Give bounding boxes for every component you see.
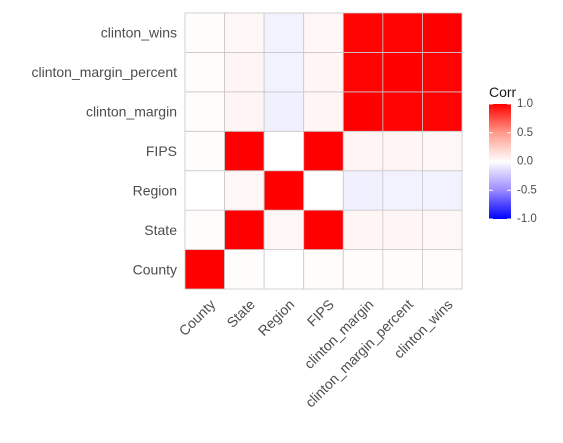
tile-state-vs-clinton-wins [224,12,265,53]
tile-region-vs-county [263,249,305,290]
tile-region-vs-state [263,209,305,250]
tile-county-vs-clinton-wins [184,12,225,53]
tile-state-vs-clinton-margin [224,91,265,132]
tile-fips-vs-state [303,209,344,250]
legend-title: Corr [489,84,517,100]
tile-county-vs-county [184,249,225,290]
color-legend: Corr 1.0 0.5 0.0 -0.5 -1.0 [489,84,537,225]
tile-clinton-wins-vs-clinton-wins [422,12,463,53]
tile-fips-vs-clinton-wins [303,12,344,53]
tile-state-vs-region [224,170,265,211]
legend-label: -0.5 [517,184,537,196]
tile-clinton-margin-percent-vs-fips [382,130,423,172]
tile-clinton-margin-percent-vs-clinton-margin [382,91,423,132]
heatmap-tiles [184,12,463,290]
y-tick-label: clinton_wins [101,25,177,41]
tile-clinton-margin-percent-vs-clinton-wins [382,12,423,53]
tile-clinton-margin-vs-region [342,170,384,211]
tile-state-vs-fips [224,130,265,172]
y-tick-label: FIPS [146,143,177,159]
tile-region-vs-clinton-margin-percent [263,52,305,93]
x-tick-label: Region [255,296,298,339]
tile-clinton-margin-vs-clinton-margin-percent [342,52,384,93]
tile-county-vs-clinton-margin-percent [184,52,225,93]
tile-clinton-wins-vs-county [422,249,463,290]
tile-region-vs-clinton-margin [263,91,305,132]
tile-county-vs-state [184,209,225,250]
tile-clinton-margin-vs-county [342,249,384,290]
y-tick-label: County [133,261,177,277]
legend-label: 0.0 [517,156,533,168]
y-tick-label: Region [133,182,177,198]
legend-label: -1.0 [517,213,537,225]
tile-clinton-margin-percent-vs-clinton-margin-percent [382,52,423,93]
tile-clinton-margin-vs-clinton-wins [342,12,384,53]
legend-label: 0.5 [517,127,533,139]
tile-clinton-wins-vs-clinton-margin-percent [422,52,463,93]
tile-clinton-margin-vs-state [342,209,384,250]
legend-colorbar [489,104,511,219]
tile-clinton-margin-vs-fips [342,130,384,172]
tile-region-vs-region [263,170,305,211]
y-tick-label: State [144,222,177,238]
tile-clinton-margin-percent-vs-state [382,209,423,250]
legend-label: 1.0 [517,98,533,110]
tile-region-vs-clinton-wins [263,12,305,53]
tile-clinton-wins-vs-region [422,170,463,211]
x-tick-label: FIPS [304,296,337,329]
x-tick-label: clinton_margin [301,296,377,372]
tile-clinton-wins-vs-fips [422,130,463,172]
tile-region-vs-fips [263,130,305,172]
tile-fips-vs-clinton-margin [303,91,344,132]
tile-state-vs-clinton-margin-percent [224,52,265,93]
tile-fips-vs-clinton-margin-percent [303,52,344,93]
tile-state-vs-state [224,209,265,250]
tile-county-vs-region [184,170,225,211]
x-tick-label: County [176,296,219,339]
tile-fips-vs-county [303,249,344,290]
tile-clinton-margin-percent-vs-county [382,249,423,290]
y-tick-label: clinton_margin [86,104,177,120]
y-tick-label: clinton_margin_percent [31,64,177,80]
tile-clinton-margin-percent-vs-region [382,170,423,211]
tile-county-vs-clinton-margin [184,91,225,132]
y-axis-tick-labels: County State Region FIPS clinton_margin clint… [31,25,177,278]
tile-clinton-margin-vs-clinton-margin [342,91,384,132]
tile-fips-vs-region [303,170,344,211]
tile-fips-vs-fips [303,130,344,172]
tile-county-vs-fips [184,130,225,172]
x-tick-label: State [223,296,258,331]
tile-state-vs-county [224,249,265,290]
tile-clinton-wins-vs-state [422,209,463,250]
tile-clinton-wins-vs-clinton-margin [422,91,463,132]
